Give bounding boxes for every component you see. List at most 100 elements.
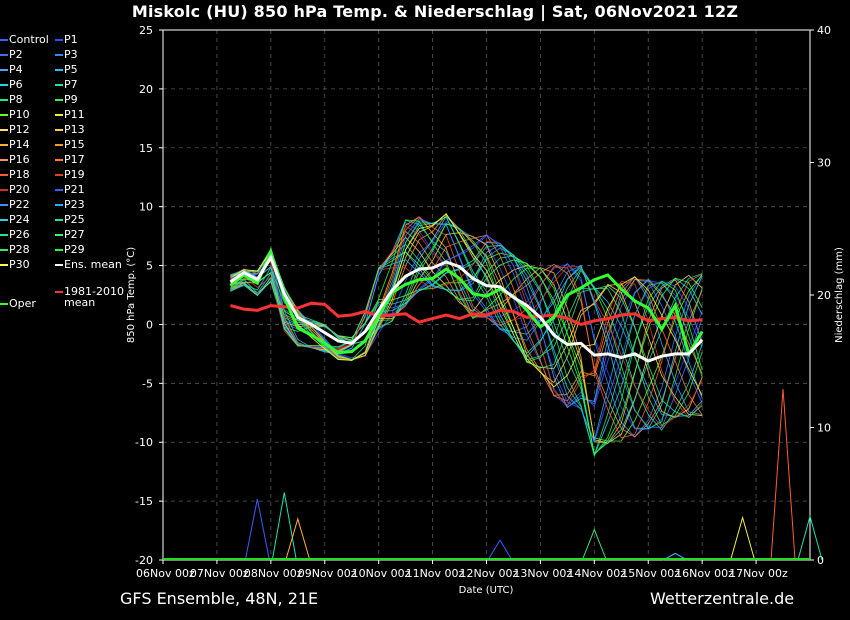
- footer-source-right: Wetterzentrale.de: [650, 589, 795, 608]
- legend-swatch: [0, 159, 8, 161]
- legend-label: P15: [64, 138, 85, 151]
- legend-label: 1981-2010: [64, 285, 124, 298]
- y-tick-label: 15: [139, 142, 153, 155]
- x-tick-label: 16Nov 00z: [675, 567, 734, 580]
- footer-source-left: GFS Ensemble, 48N, 21E: [120, 589, 319, 608]
- legend-swatch: [0, 189, 8, 191]
- legend-label: P24: [9, 213, 30, 226]
- legend-label: P28: [9, 243, 30, 256]
- legend-label: Control: [9, 33, 49, 46]
- legend-swatch: [55, 69, 63, 71]
- legend-swatch: [0, 39, 8, 41]
- legend-swatch: [55, 249, 63, 251]
- legend-label: P26: [9, 228, 30, 241]
- legend-swatch: [0, 264, 8, 266]
- legend-swatch: [0, 219, 8, 221]
- precip-line: [271, 492, 297, 561]
- ens-mean-line: [229, 253, 704, 363]
- legend-item: P15: [55, 139, 85, 151]
- legend-swatch: [0, 84, 8, 86]
- precip-line: [285, 517, 311, 561]
- precip-line: [730, 515, 756, 561]
- legend-item: P28: [0, 244, 30, 256]
- legend-label: Ens. mean: [64, 258, 122, 271]
- legend-label: P3: [64, 48, 78, 61]
- legend-label: P10: [9, 108, 30, 121]
- legend-label: P27: [64, 228, 85, 241]
- legend-label: P9: [64, 93, 78, 106]
- legend-item: P6: [0, 79, 23, 91]
- precip-line: [487, 539, 513, 561]
- legend-swatch: [55, 129, 63, 131]
- legend-item-oper: Oper: [0, 298, 36, 310]
- legend-label: P11: [64, 108, 85, 121]
- y-tick-label: -15: [135, 495, 153, 508]
- legend-item: P18: [0, 169, 30, 181]
- legend-label: P22: [9, 198, 30, 211]
- y-right-tick-label: 40: [817, 24, 831, 37]
- legend-item: P7: [55, 79, 78, 91]
- legend-item: P8: [0, 94, 23, 106]
- legend-swatch: [0, 249, 8, 251]
- legend-item: P9: [55, 94, 78, 106]
- legend-swatch: [55, 114, 63, 116]
- legend-label: Oper: [9, 297, 36, 310]
- legend-label: P29: [64, 243, 85, 256]
- x-tick-label: 07Nov 00z: [190, 567, 249, 580]
- legend-swatch: [55, 39, 63, 41]
- legend-item: P27: [55, 229, 85, 241]
- legend-item: P3: [55, 49, 78, 61]
- legend-item: P23: [55, 199, 85, 211]
- climate-mean-line: [230, 301, 703, 326]
- precip-line: [581, 528, 607, 561]
- y-tick-label: 5: [146, 260, 153, 273]
- x-tick-label: 17Nov 00z: [729, 567, 788, 580]
- y-right-tick-label: 20: [817, 289, 831, 302]
- y-tick-label: 20: [139, 83, 153, 96]
- legend-label: P2: [9, 48, 23, 61]
- legend-swatch: [55, 54, 63, 56]
- axis-labels: 850 hPa Temp. (°C) Niederschlag (mm) Dat…: [126, 247, 845, 596]
- legend-label: P19: [64, 168, 85, 181]
- legend-swatch: [0, 69, 8, 71]
- legend-item: P2: [0, 49, 23, 61]
- legend-swatch: [55, 84, 63, 86]
- y-tick-label: -10: [135, 436, 153, 449]
- legend-label: P12: [9, 123, 30, 136]
- legend-swatch: [55, 219, 63, 221]
- y-right-tick-label: 0: [817, 554, 824, 567]
- legend-item: P19: [55, 169, 85, 181]
- legend-swatch: [0, 144, 8, 146]
- legend-label: P8: [9, 93, 23, 106]
- legend-label: P18: [9, 168, 30, 181]
- legend-item: P20: [0, 184, 30, 196]
- legend-item: P5: [55, 64, 78, 76]
- legend-item: P1: [55, 34, 78, 46]
- x-tick-label: 10Nov 00z: [352, 567, 411, 580]
- x-tick-label: 09Nov 00z: [298, 567, 357, 580]
- legend-swatch: [55, 264, 63, 266]
- legend-swatch: [55, 291, 63, 293]
- x-tick-label: 12Nov 00z: [460, 567, 519, 580]
- legend-item: P29: [55, 244, 85, 256]
- precip-line: [662, 552, 688, 561]
- legend-item: P30: [0, 259, 30, 271]
- legend-label: mean: [64, 296, 96, 309]
- legend-item: P14: [0, 139, 30, 151]
- ensemble-member-line: [230, 236, 703, 444]
- legend-item: P26: [0, 229, 30, 241]
- legend-label: P17: [64, 153, 85, 166]
- legend-label: P1: [64, 33, 78, 46]
- legend-item: P22: [0, 199, 30, 211]
- legend-item: P11: [55, 109, 85, 121]
- precip-line: [244, 498, 270, 561]
- legend-label: P13: [64, 123, 85, 136]
- ensemble-member-line: [230, 251, 703, 456]
- legend-swatch: [55, 174, 63, 176]
- precip-line: [770, 389, 796, 561]
- y-tick-label: 0: [146, 318, 153, 331]
- legend-swatch: [55, 99, 63, 101]
- x-tick-label: 14Nov 00z: [567, 567, 626, 580]
- y-axis-label: 850 hPa Temp. (°C): [126, 247, 137, 343]
- legend-item-ens-mean: Ens. mean: [55, 259, 122, 271]
